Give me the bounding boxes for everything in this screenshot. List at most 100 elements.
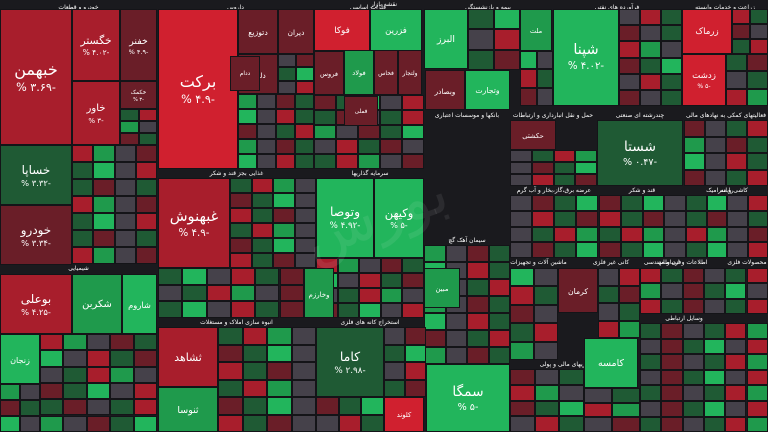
treemap-tile[interactable] xyxy=(133,334,157,351)
treemap-tile[interactable] xyxy=(278,54,296,68)
treemap-tile[interactable] xyxy=(273,178,295,193)
treemap-tile[interactable] xyxy=(135,145,157,162)
treemap-tile[interactable] xyxy=(336,154,358,169)
treemap-tile[interactable] xyxy=(510,226,532,243)
treemap-tile[interactable] xyxy=(575,162,597,174)
treemap-tile[interactable] xyxy=(534,369,560,385)
treemap-tile[interactable] xyxy=(661,338,683,355)
treemap-tile[interactable] xyxy=(494,9,520,30)
treemap-tile[interactable] xyxy=(532,226,554,243)
treemap-tile[interactable] xyxy=(640,401,662,417)
treemap-tile[interactable] xyxy=(255,301,280,318)
treemap-tile[interactable]: فخاس xyxy=(374,50,398,95)
treemap-tile[interactable] xyxy=(251,238,273,253)
treemap-tile[interactable] xyxy=(642,242,665,258)
treemap-tile[interactable] xyxy=(273,238,295,253)
treemap-tile[interactable] xyxy=(445,330,467,347)
treemap-tile[interactable] xyxy=(255,268,280,285)
treemap-tile[interactable] xyxy=(63,382,87,400)
treemap-tile[interactable] xyxy=(725,298,747,314)
treemap-tile[interactable] xyxy=(218,379,243,397)
treemap-tile[interactable] xyxy=(336,139,358,155)
treemap-tile[interactable] xyxy=(664,242,686,258)
treemap-tile[interactable] xyxy=(661,369,683,386)
treemap-tile[interactable] xyxy=(510,268,534,287)
treemap-tile[interactable] xyxy=(705,120,726,137)
treemap-tile[interactable] xyxy=(114,162,136,179)
treemap-tile[interactable] xyxy=(684,169,705,186)
treemap-tile[interactable] xyxy=(706,195,727,211)
treemap-tile[interactable] xyxy=(467,279,489,296)
treemap-tile[interactable] xyxy=(747,153,768,170)
treemap-tile[interactable] xyxy=(468,49,494,70)
treemap-tile[interactable] xyxy=(747,88,768,106)
treemap-tile[interactable] xyxy=(251,223,273,238)
treemap-tile[interactable] xyxy=(536,87,553,106)
treemap-tile[interactable] xyxy=(358,124,380,140)
treemap-tile[interactable] xyxy=(661,401,683,417)
treemap-tile[interactable] xyxy=(359,303,381,318)
treemap-tile[interactable] xyxy=(206,268,231,285)
treemap-tile[interactable]: خگستر -۴.۰۲ % xyxy=(72,9,120,81)
treemap-tile[interactable] xyxy=(619,285,640,303)
treemap-tile[interactable] xyxy=(726,136,747,153)
treemap-tile[interactable] xyxy=(747,195,768,211)
treemap-tile[interactable] xyxy=(732,9,750,24)
treemap-tile[interactable] xyxy=(338,397,362,415)
treemap-tile[interactable] xyxy=(510,242,532,258)
treemap-tile[interactable] xyxy=(361,397,384,415)
treemap-tile[interactable] xyxy=(182,268,207,285)
treemap-tile[interactable] xyxy=(380,288,403,303)
treemap-tile[interactable] xyxy=(531,162,554,174)
treemap-tile[interactable] xyxy=(133,366,157,383)
treemap-tile[interactable] xyxy=(251,253,273,268)
treemap-tile[interactable] xyxy=(273,223,295,238)
treemap-tile[interactable] xyxy=(296,80,314,94)
treemap-tile[interactable] xyxy=(384,327,405,345)
treemap-tile[interactable]: شستا -۰.۴۷ % xyxy=(597,120,683,186)
treemap-tile[interactable] xyxy=(536,69,553,88)
treemap-tile[interactable] xyxy=(276,154,295,169)
treemap-tile[interactable] xyxy=(532,195,554,211)
treemap-tile[interactable] xyxy=(424,347,446,364)
treemap-tile[interactable] xyxy=(640,25,661,42)
treemap-tile[interactable] xyxy=(559,400,584,417)
treemap-tile[interactable] xyxy=(238,109,257,124)
treemap-tile[interactable]: حکشتی xyxy=(510,120,556,150)
treemap-tile[interactable] xyxy=(158,268,183,285)
treemap-tile[interactable]: فروس xyxy=(314,51,344,95)
treemap-tile[interactable] xyxy=(705,169,726,186)
treemap-tile[interactable] xyxy=(750,24,768,39)
treemap-tile[interactable]: ثشاهد xyxy=(158,327,218,387)
treemap-tile[interactable] xyxy=(703,369,726,386)
treemap-tile[interactable] xyxy=(661,73,682,90)
treemap-tile[interactable] xyxy=(273,193,295,208)
treemap-tile[interactable] xyxy=(599,210,621,227)
treemap-tile[interactable] xyxy=(510,162,532,174)
treemap-tile[interactable] xyxy=(686,242,707,258)
treemap-tile[interactable] xyxy=(510,416,535,432)
treemap-tile[interactable] xyxy=(620,195,643,211)
treemap-tile[interactable] xyxy=(531,150,554,162)
treemap-tile[interactable] xyxy=(361,414,384,432)
treemap-tile[interactable] xyxy=(314,95,336,110)
treemap-tile[interactable] xyxy=(110,415,134,432)
treemap-tile[interactable] xyxy=(726,54,747,72)
treemap-tile[interactable] xyxy=(747,54,768,72)
treemap-tile[interactable] xyxy=(230,238,252,253)
treemap-tile[interactable] xyxy=(746,268,768,284)
treemap-tile[interactable] xyxy=(554,195,576,211)
treemap-tile[interactable] xyxy=(747,242,768,258)
treemap-tile[interactable] xyxy=(267,327,292,345)
treemap-tile[interactable] xyxy=(278,80,296,94)
treemap-tile[interactable] xyxy=(706,226,727,243)
treemap-tile[interactable] xyxy=(0,400,20,416)
treemap-tile[interactable] xyxy=(279,268,304,285)
treemap-tile[interactable] xyxy=(257,139,276,154)
treemap-tile[interactable] xyxy=(750,9,768,24)
treemap-tile[interactable] xyxy=(230,223,252,238)
treemap-tile[interactable] xyxy=(575,174,597,186)
treemap-tile[interactable]: غبهنوش -۴.۹ % xyxy=(158,178,230,268)
treemap-tile[interactable] xyxy=(295,154,314,169)
treemap-tile[interactable]: شاروم xyxy=(122,274,157,334)
